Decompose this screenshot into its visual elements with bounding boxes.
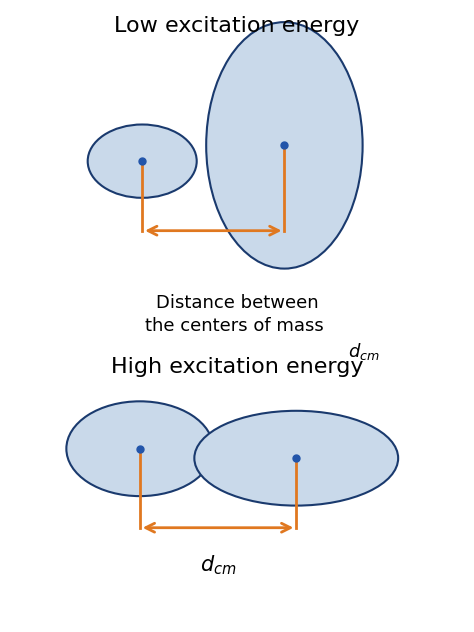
Ellipse shape xyxy=(66,401,213,496)
Ellipse shape xyxy=(88,125,197,198)
Text: Distance between
the centers of mass: Distance between the centers of mass xyxy=(145,294,329,336)
Ellipse shape xyxy=(194,411,398,506)
Ellipse shape xyxy=(206,22,363,269)
Text: High excitation energy: High excitation energy xyxy=(111,357,363,377)
Text: Low excitation energy: Low excitation energy xyxy=(114,16,360,36)
Text: $d_{cm}$: $d_{cm}$ xyxy=(348,341,380,362)
Text: $d_{cm}$: $d_{cm}$ xyxy=(200,553,237,576)
